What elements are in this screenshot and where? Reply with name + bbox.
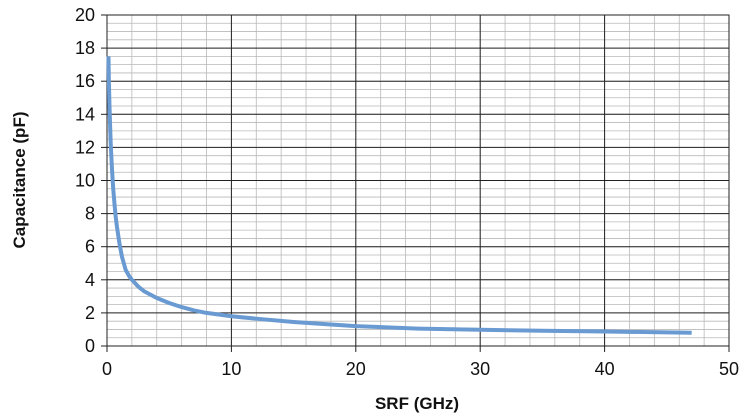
y-tick-label: 8 <box>85 204 95 224</box>
y-tick-label: 6 <box>85 237 95 257</box>
x-tick-label: 20 <box>346 359 366 379</box>
y-tick-label: 14 <box>75 104 95 124</box>
y-axis-ticks: 0 2 4 6 8 10 12 14 16 18 20 <box>75 5 107 356</box>
y-tick-label: 16 <box>75 71 95 91</box>
y-tick-label: 18 <box>75 38 95 58</box>
capacitance-curve <box>106 56 692 335</box>
y-tick-label: 20 <box>75 5 95 25</box>
y-tick-label: 2 <box>85 303 95 323</box>
series-layer <box>106 56 692 335</box>
x-tick-label: 30 <box>470 359 490 379</box>
x-axis-ticks: 0 10 20 30 40 50 <box>102 346 739 379</box>
x-tick-label: 0 <box>102 359 112 379</box>
y-tick-label: 10 <box>75 171 95 191</box>
y-tick-label: 4 <box>85 270 95 290</box>
x-tick-label: 40 <box>595 359 615 379</box>
y-tick-label: 0 <box>85 336 95 356</box>
y-axis-label: Capacitance (pF) <box>10 112 29 249</box>
x-tick-label: 10 <box>221 359 241 379</box>
x-tick-label: 50 <box>719 359 739 379</box>
x-axis-label: SRF (GHz) <box>375 394 459 413</box>
y-tick-label: 12 <box>75 137 95 157</box>
